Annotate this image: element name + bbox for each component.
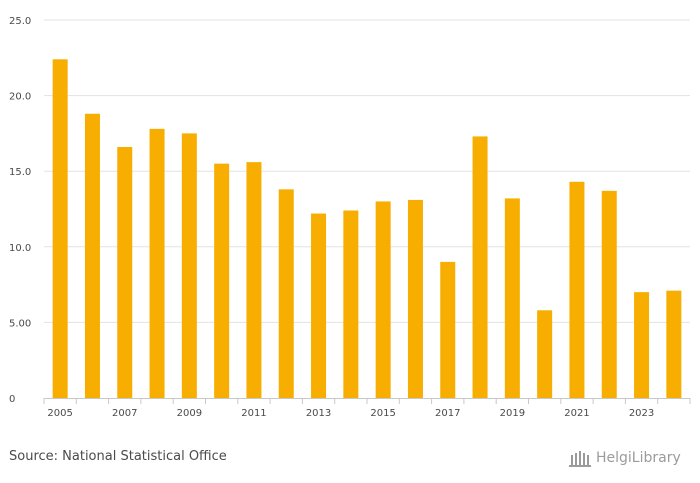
- bar-2014[interactable]: [343, 210, 359, 398]
- logo-text: HelgiLibrary: [596, 450, 681, 466]
- y-tick-label: 5.00: [9, 318, 31, 329]
- bar-2005[interactable]: [52, 59, 68, 398]
- bar-2015[interactable]: [375, 201, 391, 398]
- bar-2012[interactable]: [278, 189, 294, 398]
- x-axis: 2005 2007 2009 2011 2013 2015 2017 2019 2021 2023: [43, 398, 691, 419]
- bar-2020[interactable]: [537, 310, 553, 398]
- bar-2021[interactable]: [569, 181, 585, 398]
- bar-2007[interactable]: [117, 147, 133, 398]
- library-building-icon: [569, 451, 591, 467]
- bar-2013[interactable]: [311, 213, 327, 398]
- bar-2018[interactable]: [472, 136, 488, 398]
- gridlines: [44, 19, 690, 323]
- y-tick-label: 20.0: [9, 92, 31, 103]
- bar-2023[interactable]: [634, 292, 650, 398]
- x-tick-label: 2017: [435, 408, 460, 419]
- bar-2024[interactable]: [666, 290, 682, 398]
- bar-2009[interactable]: [181, 133, 197, 398]
- x-tick-label: 2021: [564, 408, 589, 419]
- y-tick-label: 10.0: [9, 243, 31, 254]
- bars: [52, 59, 682, 398]
- bar-2010[interactable]: [214, 163, 230, 398]
- x-tick-label: 2009: [177, 408, 202, 419]
- y-tick-label: 15.0: [9, 167, 31, 178]
- x-tick-label: 2011: [241, 408, 266, 419]
- x-tick-label: 2019: [500, 408, 525, 419]
- bar-2006[interactable]: [84, 113, 100, 398]
- x-tick-label: 2013: [306, 408, 331, 419]
- bar-2016[interactable]: [407, 199, 423, 398]
- x-tick-label: 2015: [370, 408, 395, 419]
- source-note: Source: National Statistical Office: [9, 449, 227, 464]
- y-axis: 0 5.00 10.0 15.0 20.0 25.0: [9, 16, 31, 405]
- bar-2022[interactable]: [601, 190, 617, 398]
- bar-2011[interactable]: [246, 162, 262, 398]
- x-tick-label: 2007: [112, 408, 137, 419]
- bar-2017[interactable]: [440, 261, 456, 398]
- y-tick-label: 0: [9, 394, 15, 405]
- x-tick-label: 2005: [47, 408, 72, 419]
- bar-2008[interactable]: [149, 128, 165, 398]
- x-tick-label: 2023: [629, 408, 654, 419]
- bar-2019[interactable]: [504, 198, 520, 398]
- y-tick-label: 25.0: [9, 16, 31, 27]
- brand-logo[interactable]: HelgiLibrary: [568, 448, 681, 468]
